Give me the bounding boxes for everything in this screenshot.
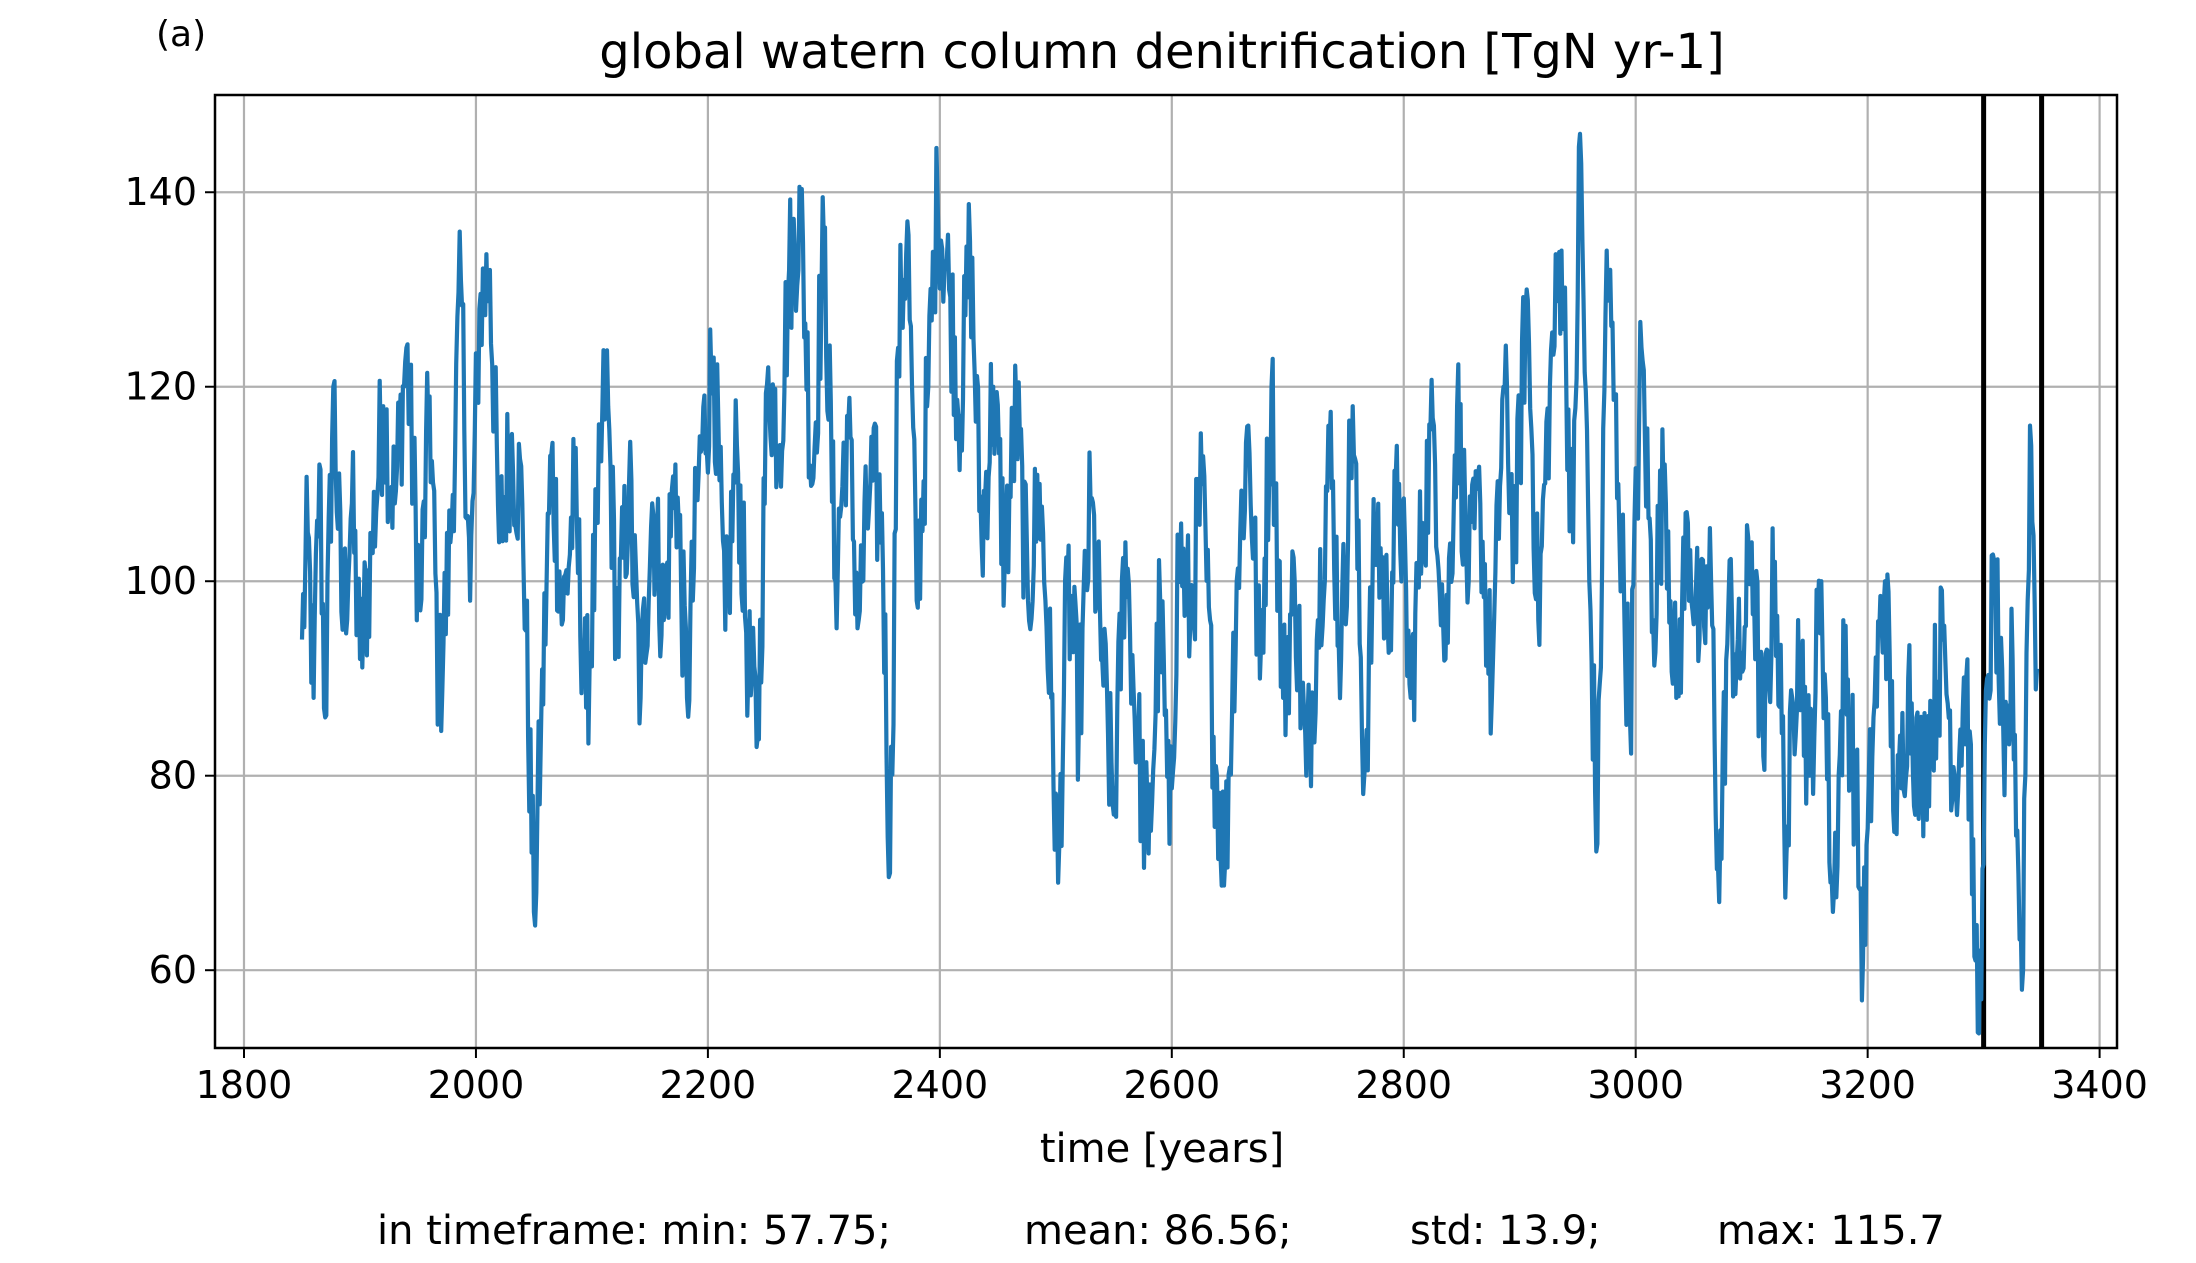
- stat-min: in timeframe: min: 57.75;: [377, 1208, 891, 1254]
- series-layer: [299, 131, 2040, 1036]
- y-tick-label: 140: [124, 170, 197, 214]
- stat-std: std: 13.9;: [1410, 1208, 1601, 1254]
- x-tick-label: 3000: [1587, 1063, 1684, 1107]
- denitrification-series-line: [299, 131, 2040, 1036]
- stat-max: max: 115.7: [1717, 1208, 1945, 1254]
- panel-label: (a): [156, 14, 207, 55]
- x-tick-label: 1800: [196, 1063, 293, 1107]
- x-tick-label: 2800: [1355, 1063, 1452, 1107]
- x-tick-label: 2400: [891, 1063, 988, 1107]
- x-tick-label: 2200: [660, 1063, 757, 1107]
- axis-ticks: 1800 2000 2200 2400 2600 2800 3000 3200 3400 60 80…: [124, 170, 2147, 1107]
- plot-frame: [213, 93, 2119, 1050]
- x-axis-label: time [years]: [1040, 1126, 1284, 1172]
- y-tick-label: 120: [124, 365, 197, 409]
- y-tick-label: 80: [149, 754, 197, 798]
- x-tick-label: 3200: [1819, 1063, 1916, 1107]
- stat-mean: mean: 86.56;: [1024, 1208, 1292, 1254]
- y-tick-label: 100: [124, 559, 197, 603]
- chart-title: global watern column denitrification [Tg…: [599, 24, 1724, 80]
- y-tick-label: 60: [149, 948, 197, 992]
- x-tick-label: 2000: [428, 1063, 525, 1107]
- x-tick-label: 3400: [2051, 1063, 2148, 1107]
- x-tick-label: 2600: [1123, 1063, 1220, 1107]
